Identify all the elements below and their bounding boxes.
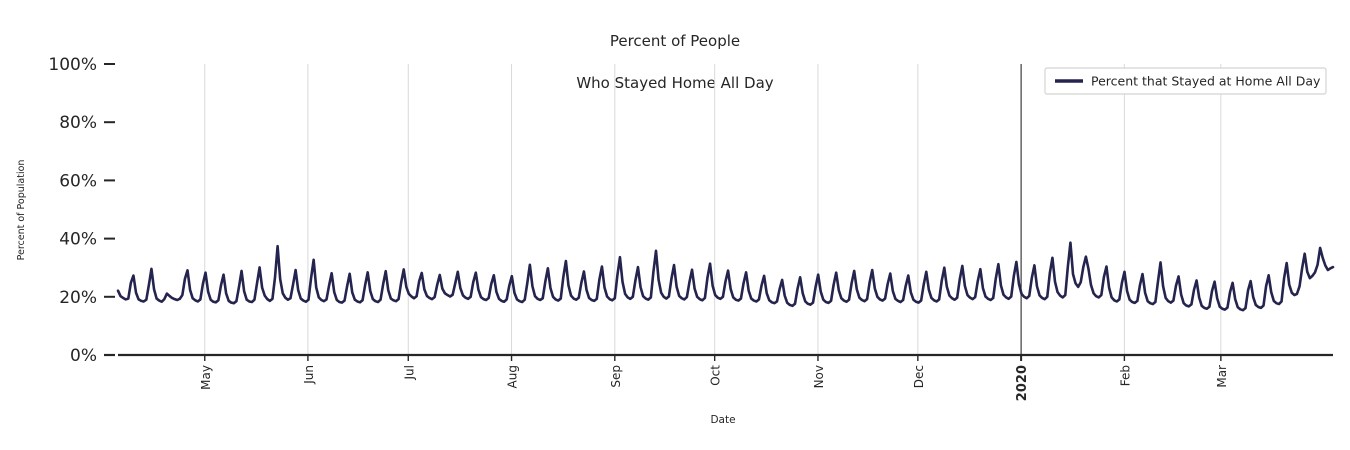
gridlines xyxy=(204,64,1222,355)
x-axis-title: Date xyxy=(710,414,735,426)
y-axis-tick-label: 20% xyxy=(59,288,97,308)
y-axis-tick-label: 60% xyxy=(59,171,97,191)
legend-box xyxy=(1044,67,1327,95)
y-axis-tick-label: 80% xyxy=(59,113,97,133)
x-axis-tick-label: May xyxy=(199,365,213,390)
chart-legend[interactable]: Percent that Stayed at Home All Day xyxy=(1044,67,1327,95)
x-axis-ticks: May Jun Jul Aug Sep Oct Nov Dec 2020 Feb Mar xyxy=(199,355,1229,401)
data-line-percent-stayed-home xyxy=(116,241,1335,312)
y-axis-ticks: 0% 20% 40% 60% 80% 100% xyxy=(48,55,115,366)
y-axis-tick-label: 0% xyxy=(70,346,97,366)
x-axis-tick-label: Oct xyxy=(709,365,723,386)
y-axis-tick-label: 40% xyxy=(59,230,97,250)
chart-title-line-2: Who Stayed Home All Day xyxy=(576,74,774,92)
x-axis-tick-label: Dec xyxy=(912,365,926,388)
x-axis-tick-label: Feb xyxy=(1118,365,1132,386)
x-axis-tick-label: Aug xyxy=(506,365,520,388)
x-axis-tick-label: Jul xyxy=(402,365,416,380)
x-axis-tick-label: Mar xyxy=(1215,365,1229,388)
chart-title-line-1: Percent of People xyxy=(609,32,741,50)
x-axis-tick-label: Jun xyxy=(302,365,316,385)
x-axis-tick-label: 2020 xyxy=(1015,365,1030,401)
y-axis-title: Percent of Population xyxy=(16,160,27,261)
y-axis-tick-label: 100% xyxy=(48,55,97,75)
x-axis-tick-label: Sep xyxy=(609,365,623,388)
chart-title: Percent of People Who Stayed Home All Da… xyxy=(0,10,1350,94)
x-axis-tick-label: Nov xyxy=(812,365,826,388)
legend-label: Percent that Stayed at Home All Day xyxy=(1091,74,1321,89)
